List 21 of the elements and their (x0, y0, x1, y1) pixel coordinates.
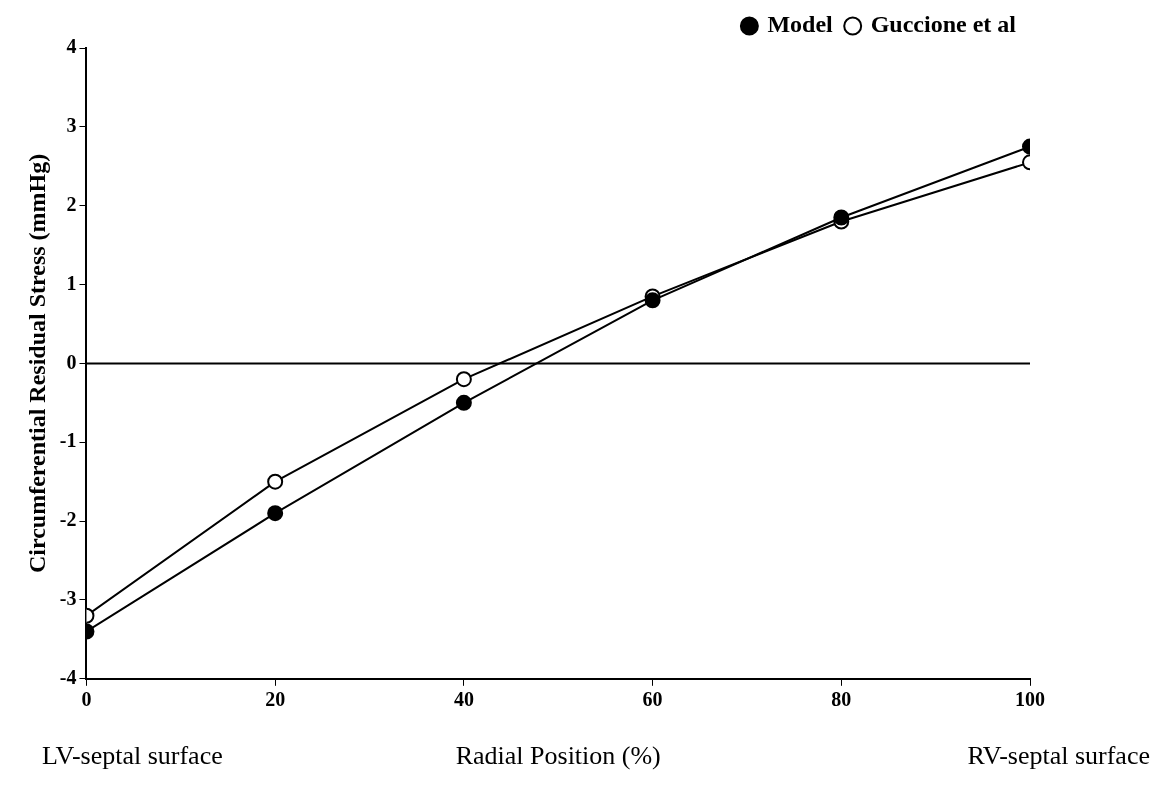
y-tick-label: 1 (66, 271, 77, 294)
legend-label: Guccione et al (870, 11, 1017, 38)
y-tick-label: -4 (59, 665, 77, 688)
x-tick-label: 20 (265, 687, 286, 710)
x-tick-label: 80 (831, 687, 852, 710)
y-tick-label: 3 (66, 114, 77, 137)
y-tick-label: -3 (59, 587, 77, 610)
y-tick-label: -1 (59, 429, 77, 452)
x-axis-title: Radial Position (%) (455, 741, 661, 771)
x-tick-label: 100 (1015, 687, 1045, 710)
y-tick-label: -2 (59, 508, 77, 531)
x-tick-label: 60 (642, 687, 663, 710)
x-tick-label: 40 (453, 687, 474, 710)
x-tick-label: 0 (81, 687, 92, 710)
text: LV-septal surface (42, 740, 223, 770)
y-tick-label: 2 (66, 192, 77, 215)
y-axis-title: Circumferential Residual Stress (mmHg) (23, 153, 50, 574)
y-tick-label: 0 (66, 350, 77, 373)
text: RV-septal surface (967, 740, 1150, 770)
legend-label: Model (767, 11, 834, 38)
y-tick-label: 4 (66, 35, 77, 58)
